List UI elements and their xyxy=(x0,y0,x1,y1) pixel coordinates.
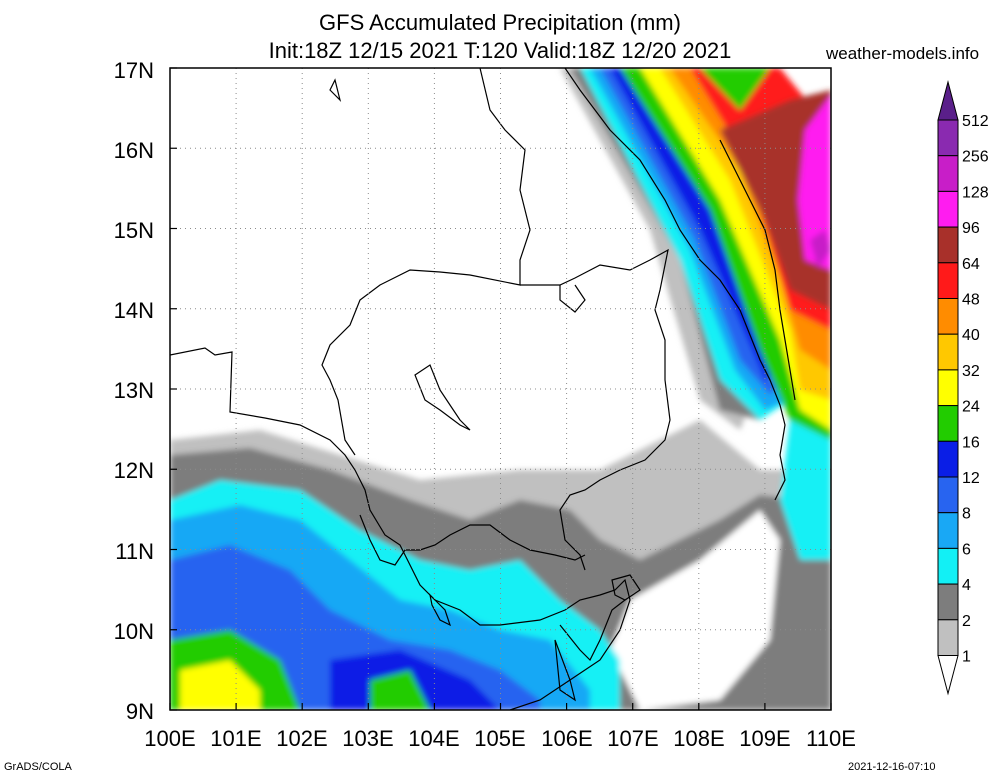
legend-label: 1 xyxy=(962,649,971,666)
legend-swatch xyxy=(937,440,959,478)
lat-label: 10N xyxy=(114,619,154,644)
legend-swatch xyxy=(937,369,959,407)
legend-label: 64 xyxy=(962,256,980,273)
legend-label: 128 xyxy=(962,184,989,201)
lat-label: 12N xyxy=(114,458,154,483)
grid-lines xyxy=(170,68,831,710)
legend-swatch xyxy=(937,155,959,192)
legend-swatch xyxy=(937,226,959,264)
legend-label: 16 xyxy=(962,434,980,451)
legend-over-arrow xyxy=(937,80,959,121)
lon-label: 103E xyxy=(342,726,393,751)
legend-label: 256 xyxy=(962,149,989,166)
legend-label: 6 xyxy=(962,541,971,558)
legend-label: 48 xyxy=(962,292,980,309)
legend-label: 96 xyxy=(962,220,980,237)
legend-swatch xyxy=(937,405,959,442)
legend-swatch xyxy=(937,119,959,157)
lon-label: 101E xyxy=(210,726,261,751)
legend-label: 512 xyxy=(962,113,989,130)
lon-label: 108E xyxy=(673,726,724,751)
map-subtitle: Init:18Z 12/15 2021 T:120 Valid:18Z 12/2… xyxy=(268,38,732,63)
lon-label: 100E xyxy=(144,726,195,751)
lat-label: 13N xyxy=(114,378,154,403)
longitude-labels: 100E 101E 102E 103E 104E 105E 106E 107E … xyxy=(144,726,856,751)
lon-label: 104E xyxy=(408,726,459,751)
lat-label: 15N xyxy=(114,218,154,243)
lat-label: 17N xyxy=(114,58,154,83)
legend-swatch xyxy=(937,476,959,514)
lon-label: 102E xyxy=(276,726,327,751)
lon-label: 110E xyxy=(806,726,856,751)
legend-under-arrow xyxy=(937,655,959,696)
map-title: GFS Accumulated Precipitation (mm) xyxy=(319,10,681,35)
lon-label: 109E xyxy=(739,726,790,751)
legend-label: 2 xyxy=(962,613,971,630)
latitude-labels: 17N 16N 15N 14N 13N 12N 11N 10N 9N xyxy=(114,58,154,724)
coastline-borders xyxy=(170,68,796,710)
legend-label: 40 xyxy=(962,327,980,344)
lon-label: 107E xyxy=(607,726,658,751)
legend-swatch xyxy=(937,298,959,335)
render-timestamp: 2021-12-16-07:10 xyxy=(848,761,936,773)
lon-label: 106E xyxy=(541,726,592,751)
legend-label: 8 xyxy=(962,506,971,523)
legend-swatch xyxy=(937,512,959,549)
legend-swatch xyxy=(937,619,959,656)
legend-swatch xyxy=(937,262,959,299)
lat-label: 11N xyxy=(115,539,154,564)
legend-label: 4 xyxy=(962,577,971,594)
legend-label: 32 xyxy=(962,363,980,380)
lat-label: 9N xyxy=(126,699,154,724)
legend-swatch xyxy=(937,583,959,621)
lat-label: 16N xyxy=(114,138,154,163)
legend-swatch xyxy=(937,547,959,585)
legend-label: 12 xyxy=(962,470,980,487)
legend-label: 24 xyxy=(962,399,980,416)
legend-swatch xyxy=(937,333,959,371)
lon-label: 105E xyxy=(474,726,525,751)
axis-ticks xyxy=(169,67,832,711)
source-label: weather-models.info xyxy=(826,44,980,63)
software-credit: GrADS/COLA xyxy=(4,761,72,773)
legend-swatch xyxy=(937,190,959,228)
lat-label: 14N xyxy=(114,298,154,323)
